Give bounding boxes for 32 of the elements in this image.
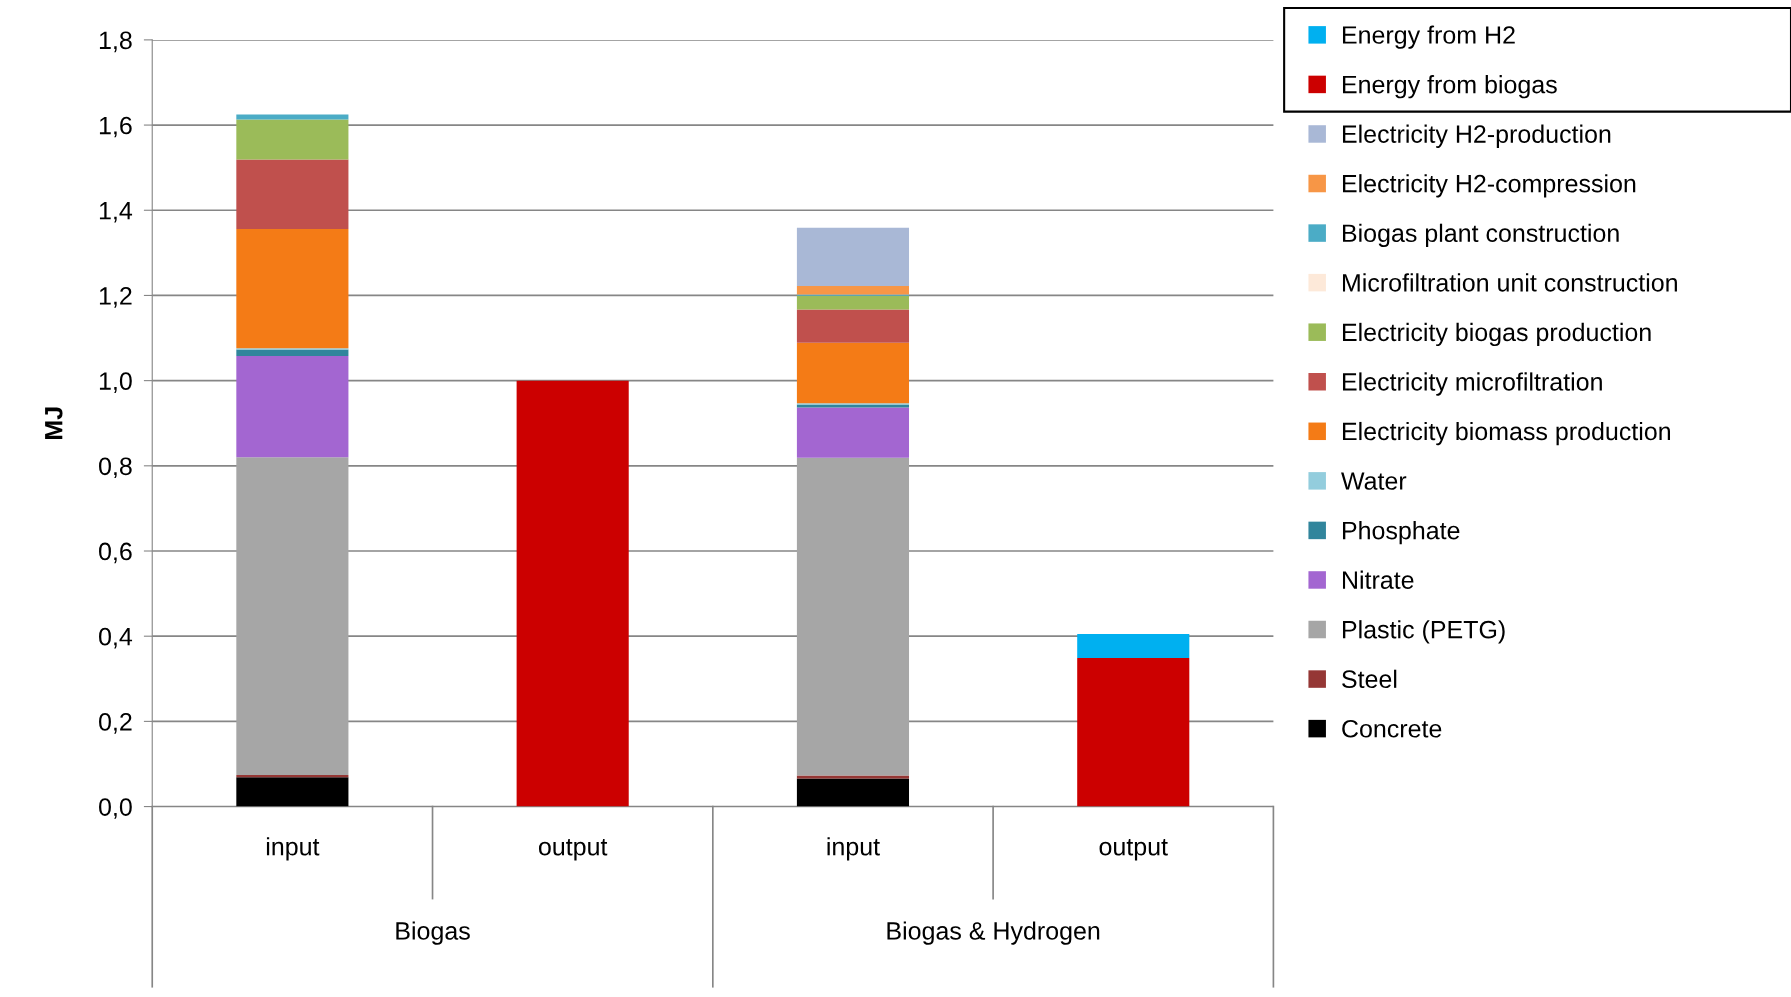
legend-label: Electricity biomass production bbox=[1342, 421, 1670, 446]
y-tick-label: 1,4 bbox=[99, 202, 133, 223]
legend-label: Biogas plant construction bbox=[1342, 223, 1619, 248]
legend-label: Water bbox=[1341, 472, 1407, 490]
text: Biogas bbox=[396, 921, 470, 945]
legend-label: Nitrate bbox=[1342, 570, 1414, 589]
legend-label: Plastic (PETG) bbox=[1342, 620, 1505, 644]
legend-label: Energy from H2 bbox=[1342, 25, 1515, 49]
legend-label: Concrete bbox=[1342, 719, 1442, 738]
y-tick-label: 0,6 bbox=[99, 542, 132, 564]
y-tick-label: 0,0 bbox=[99, 798, 132, 819]
legend-label: Electricity biogas production bbox=[1342, 322, 1651, 347]
x-tick-label: output bbox=[538, 839, 608, 861]
legend-label: Microfiltration unit construction bbox=[1342, 273, 1677, 292]
y-tick-label: 0,2 bbox=[99, 712, 132, 734]
x-tick-label: output bbox=[1099, 839, 1168, 861]
legend-label: Phosphate bbox=[1342, 521, 1460, 545]
text: Biogas & Hydrogen bbox=[887, 921, 1100, 945]
y-tick-label: 1,0 bbox=[99, 372, 132, 393]
legend-label: Energy from biogas bbox=[1342, 75, 1557, 99]
y-tick-label: 0,8 bbox=[99, 457, 132, 479]
legend-label: Electricity H2-compression bbox=[1342, 174, 1636, 198]
y-axis-title: MJ bbox=[45, 407, 63, 439]
x-tick-label: input bbox=[827, 837, 880, 861]
legend-label: Steel bbox=[1342, 669, 1397, 689]
legend-label: Electricity microfiltration bbox=[1342, 372, 1602, 396]
y-tick-label: 0,4 bbox=[99, 627, 133, 649]
y-tick-label: 1,2 bbox=[99, 287, 132, 308]
legend-label: Electricity H2-production bbox=[1342, 124, 1611, 148]
y-tick-label: 1,8 bbox=[99, 31, 132, 53]
x-tick-label: input bbox=[266, 837, 320, 861]
y-tick-label: 1,6 bbox=[99, 116, 132, 138]
